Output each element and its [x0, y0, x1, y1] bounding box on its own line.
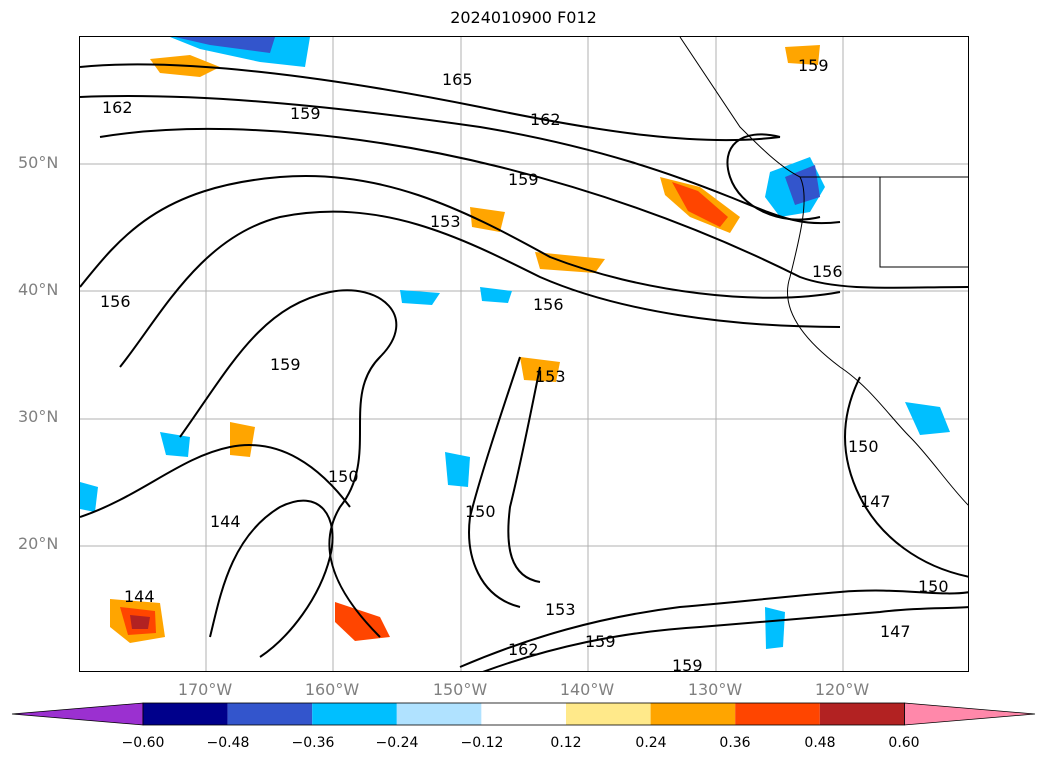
positive-anomaly-patch: [785, 45, 820, 65]
contour-label: 156: [812, 262, 843, 281]
negative-anomaly-patch: [80, 482, 98, 512]
colorbar-cell: [143, 703, 228, 725]
coastlines: [679, 37, 968, 506]
colorbar-tick: 0.48: [804, 735, 836, 751]
colorbar-tick: 0.12: [550, 735, 582, 751]
negative-anomaly-patch: [445, 452, 470, 487]
colorbar-tick: −0.24: [375, 735, 419, 751]
lat-label-20n: 20°N: [18, 534, 59, 553]
lat-label-50n: 50°N: [18, 153, 59, 172]
colorbar-tick: −0.12: [460, 735, 504, 751]
contour-labels: 165 162 159 162 159 153 156 156 159 156 …: [100, 56, 949, 672]
colorbar-outline: [142, 702, 905, 726]
colorbar-extend-high: [904, 702, 1036, 726]
positive-anomaly-patch: [672, 182, 728, 227]
colorbar-cell: [735, 703, 820, 725]
contour-label: 156: [533, 295, 564, 314]
lon-label-160w: 160°W: [304, 680, 360, 699]
colorbar-cell: [650, 703, 736, 725]
colorbar-cell: [227, 703, 313, 725]
negative-anomaly-patch: [175, 37, 275, 53]
negative-anomaly-patch: [480, 287, 512, 303]
graticule: [80, 37, 968, 671]
contour-label: 150: [465, 502, 496, 521]
contour-label: 162: [508, 640, 539, 659]
lon-label-150w: 150°W: [432, 680, 488, 699]
contour-label: 147: [880, 622, 911, 641]
colorbar-tick: −0.60: [121, 735, 165, 751]
negative-anomaly-patch: [400, 290, 440, 305]
contour-label: 150: [328, 467, 359, 486]
colorbar-cells: [11, 702, 1036, 726]
contour-label: 159: [270, 355, 301, 374]
colorbar-tick: −0.48: [206, 735, 250, 751]
lon-label-130w: 130°W: [687, 680, 743, 699]
contour-label: 150: [918, 577, 949, 596]
positive-anomaly-patch: [335, 602, 390, 641]
colorbar-tick: −0.36: [291, 735, 335, 751]
negative-anomaly-patch: [160, 432, 190, 457]
colorbar-tick: 0.36: [719, 735, 751, 751]
lon-label-120w: 120°W: [814, 680, 870, 699]
lon-label-140w: 140°W: [559, 680, 615, 699]
contour-label: 144: [124, 587, 155, 606]
contour-label: 162: [530, 110, 561, 129]
lat-label-40n: 40°N: [18, 280, 59, 299]
height-contours: [80, 63, 968, 671]
contour-label: 153: [535, 367, 566, 386]
contour-label: 162: [102, 98, 133, 117]
positive-anomaly-patch: [130, 615, 150, 629]
contour-label: 150: [848, 437, 879, 456]
lat-label-30n: 30°N: [18, 407, 59, 426]
colorbar-cell: [566, 703, 651, 725]
colorbar-tick: 0.24: [635, 735, 667, 751]
colorbar-cell: [312, 703, 397, 725]
negative-anomaly-patch: [170, 37, 310, 67]
negative-anomaly-patch: [765, 607, 785, 649]
contour-label: 153: [430, 212, 461, 231]
contour-label: 159: [290, 104, 321, 123]
colorbar: [11, 702, 1036, 726]
colorbar-cell: [819, 703, 905, 725]
positive-anomaly-patch: [470, 207, 505, 232]
colorbar-cell: [396, 703, 482, 725]
colorbar-tick: 0.60: [888, 735, 920, 751]
map-title: 2024010900 F012: [450, 8, 597, 27]
colorbar-cell: [481, 703, 566, 725]
colorbar-extend-low: [11, 702, 144, 726]
contour-label: 144: [210, 512, 241, 531]
shaded-anomalies: [80, 37, 950, 649]
contour-label: 153: [545, 600, 576, 619]
contour-label: 159: [798, 56, 829, 75]
contour-label: 165: [442, 70, 473, 89]
map-canvas: 165 162 159 162 159 153 156 156 159 156 …: [80, 37, 968, 672]
contour-label: 159: [672, 656, 703, 672]
negative-anomaly-patch: [905, 402, 950, 435]
contour-label: 156: [100, 292, 131, 311]
positive-anomaly-patch: [230, 422, 255, 457]
contour-label: 147: [860, 492, 891, 511]
contour-label: 159: [508, 170, 539, 189]
contour-label: 159: [585, 632, 616, 651]
lon-label-170w: 170°W: [177, 680, 233, 699]
map-panel: 165 162 159 162 159 153 156 156 159 156 …: [79, 36, 969, 672]
